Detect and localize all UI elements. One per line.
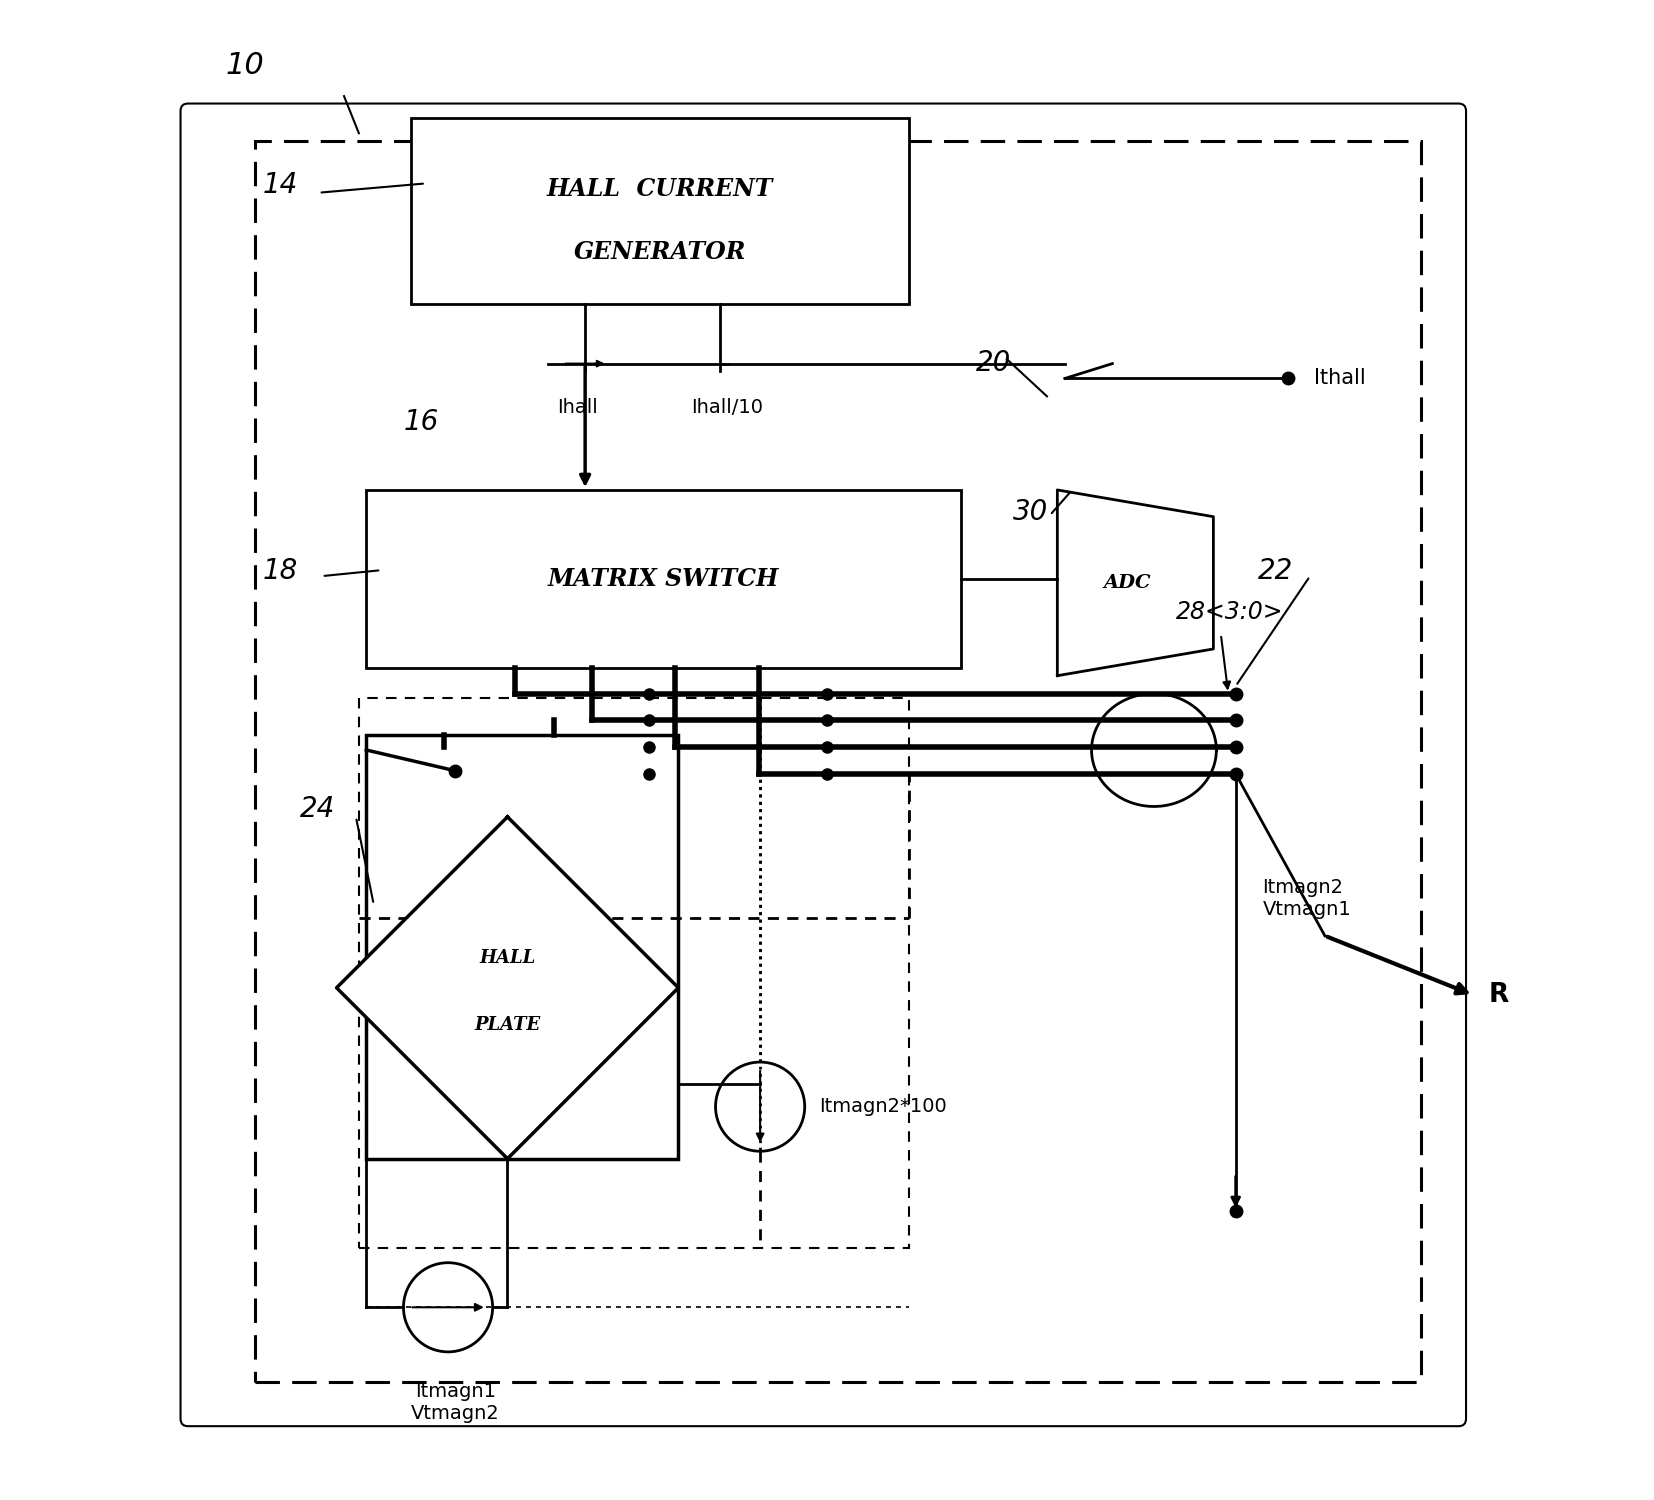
Text: 14: 14	[263, 171, 298, 198]
Text: 16: 16	[404, 408, 438, 436]
FancyBboxPatch shape	[366, 735, 678, 1158]
Text: 30: 30	[1012, 498, 1049, 525]
Text: 28<3:0>: 28<3:0>	[1176, 600, 1284, 624]
Text: Itmagn2
Vtmagn1: Itmagn2 Vtmagn1	[1262, 878, 1351, 920]
Text: GENERATOR: GENERATOR	[574, 240, 746, 264]
FancyBboxPatch shape	[180, 104, 1465, 1426]
Text: Ithall: Ithall	[1315, 369, 1366, 388]
Text: ADC: ADC	[1103, 574, 1151, 592]
Text: HALL  CURRENT: HALL CURRENT	[546, 177, 772, 201]
Polygon shape	[336, 818, 678, 1158]
Text: MATRIX SWITCH: MATRIX SWITCH	[547, 567, 779, 591]
Text: 10: 10	[225, 51, 265, 80]
Text: 18: 18	[263, 556, 298, 585]
Polygon shape	[1057, 490, 1214, 675]
FancyBboxPatch shape	[410, 118, 908, 304]
Text: R: R	[1489, 982, 1508, 1008]
Text: Itmagn2*100: Itmagn2*100	[820, 1096, 948, 1116]
Text: Itmagn1
Vtmagn2: Itmagn1 Vtmagn2	[412, 1382, 500, 1422]
Text: Ihall/10: Ihall/10	[691, 398, 762, 417]
Text: HALL: HALL	[480, 950, 536, 968]
Text: Ihall: Ihall	[557, 398, 599, 417]
FancyBboxPatch shape	[366, 490, 961, 669]
Text: 24: 24	[299, 795, 334, 824]
Text: PLATE: PLATE	[475, 1016, 541, 1034]
Text: 22: 22	[1259, 556, 1293, 585]
Text: 20: 20	[976, 350, 1011, 376]
